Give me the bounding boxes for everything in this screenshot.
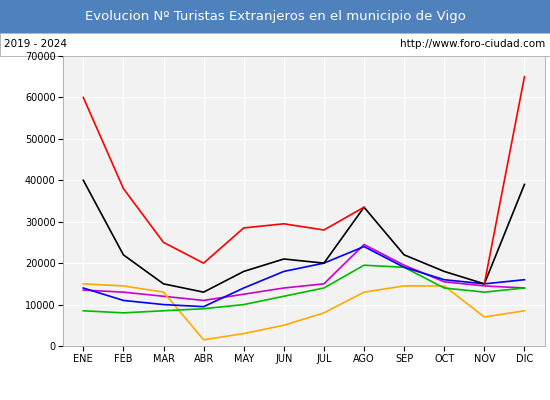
Text: http://www.foro-ciudad.com: http://www.foro-ciudad.com [400, 39, 546, 49]
Text: Evolucion Nº Turistas Extranjeros en el municipio de Vigo: Evolucion Nº Turistas Extranjeros en el … [85, 10, 465, 23]
Text: 2019 - 2024: 2019 - 2024 [4, 39, 68, 49]
